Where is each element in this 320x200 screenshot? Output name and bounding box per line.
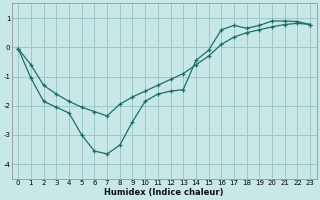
X-axis label: Humidex (Indice chaleur): Humidex (Indice chaleur): [104, 188, 224, 197]
